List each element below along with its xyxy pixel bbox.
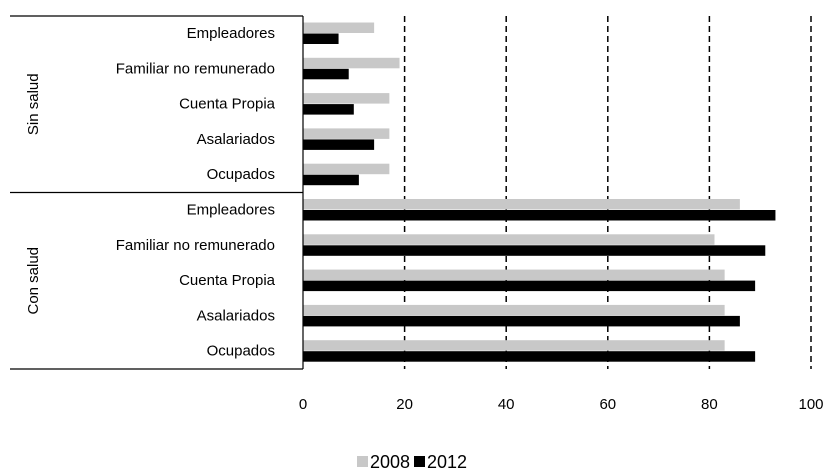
category-label: Cuenta Propia [179,96,276,113]
bar-con-salud-empleadores-2008 [303,199,740,210]
legend: 2008 2012 [357,452,467,472]
group-label-con-salud: Con salud [25,247,42,315]
group-label-sin-salud: Sin salud [25,73,42,135]
bar-sin-salud-asalariados-2012 [303,139,375,150]
bar-sin-salud-familiar-no-remunerado-2012 [303,68,349,80]
category-labels: Empleadores Familiar no remunerado Cuenta … [25,25,276,360]
bar-con-salud-familiar-no-remunerado-2012 [303,245,766,256]
legend-swatch-2008 [357,456,368,467]
bar-sin-salud-familiar-no-remunerado-2008 [303,57,400,69]
bar-sin-salud-empleadores-2008 [303,22,375,33]
x-tick-label: 0 [299,396,307,413]
x-tick-label: 60 [599,396,616,413]
axes [10,15,304,370]
bar-con-salud-asalariados-2012 [303,315,740,327]
legend-swatch-2012 [414,456,425,467]
x-tick-labels: 0 20 40 60 80 100 [299,396,824,413]
bar-sin-salud-asalariados-2008 [303,128,390,139]
bar-con-salud-empleadores-2012 [303,210,776,221]
category-label: Asalariados [197,307,275,324]
x-tick-label: 40 [498,396,515,413]
bar-con-salud-asalariados-2008 [303,304,725,316]
x-tick-label: 100 [798,396,823,413]
bar-con-salud-familiar-no-remunerado-2008 [303,234,715,245]
category-label: Empleadores [187,202,275,219]
bar-sin-salud-cuenta-propia-2012 [303,104,354,115]
category-label: Ocupados [207,166,275,183]
bar-sin-salud-empleadores-2012 [303,33,339,44]
bar-sin-salud-ocupados-2012 [303,174,359,186]
category-label: Empleadores [187,25,275,42]
x-tick-label: 80 [701,396,718,413]
bar-con-salud-cuenta-propia-2008 [303,269,725,281]
x-tick-label: 20 [396,396,413,413]
category-label: Familiar no remunerado [116,60,275,77]
legend-label-2008: 2008 [370,452,410,472]
bar-sin-salud-ocupados-2008 [303,163,390,175]
bar-sin-salud-cuenta-propia-2008 [303,93,390,104]
category-label: Asalariados [197,131,275,148]
bars [303,22,776,362]
bar-con-salud-ocupados-2008 [303,340,725,351]
category-label: Cuenta Propia [179,272,276,289]
category-label: Familiar no remunerado [116,237,275,254]
legend-label-2012: 2012 [427,452,467,472]
bar-con-salud-ocupados-2012 [303,351,756,362]
bar-con-salud-cuenta-propia-2012 [303,280,756,292]
category-label: Ocupados [207,343,275,360]
